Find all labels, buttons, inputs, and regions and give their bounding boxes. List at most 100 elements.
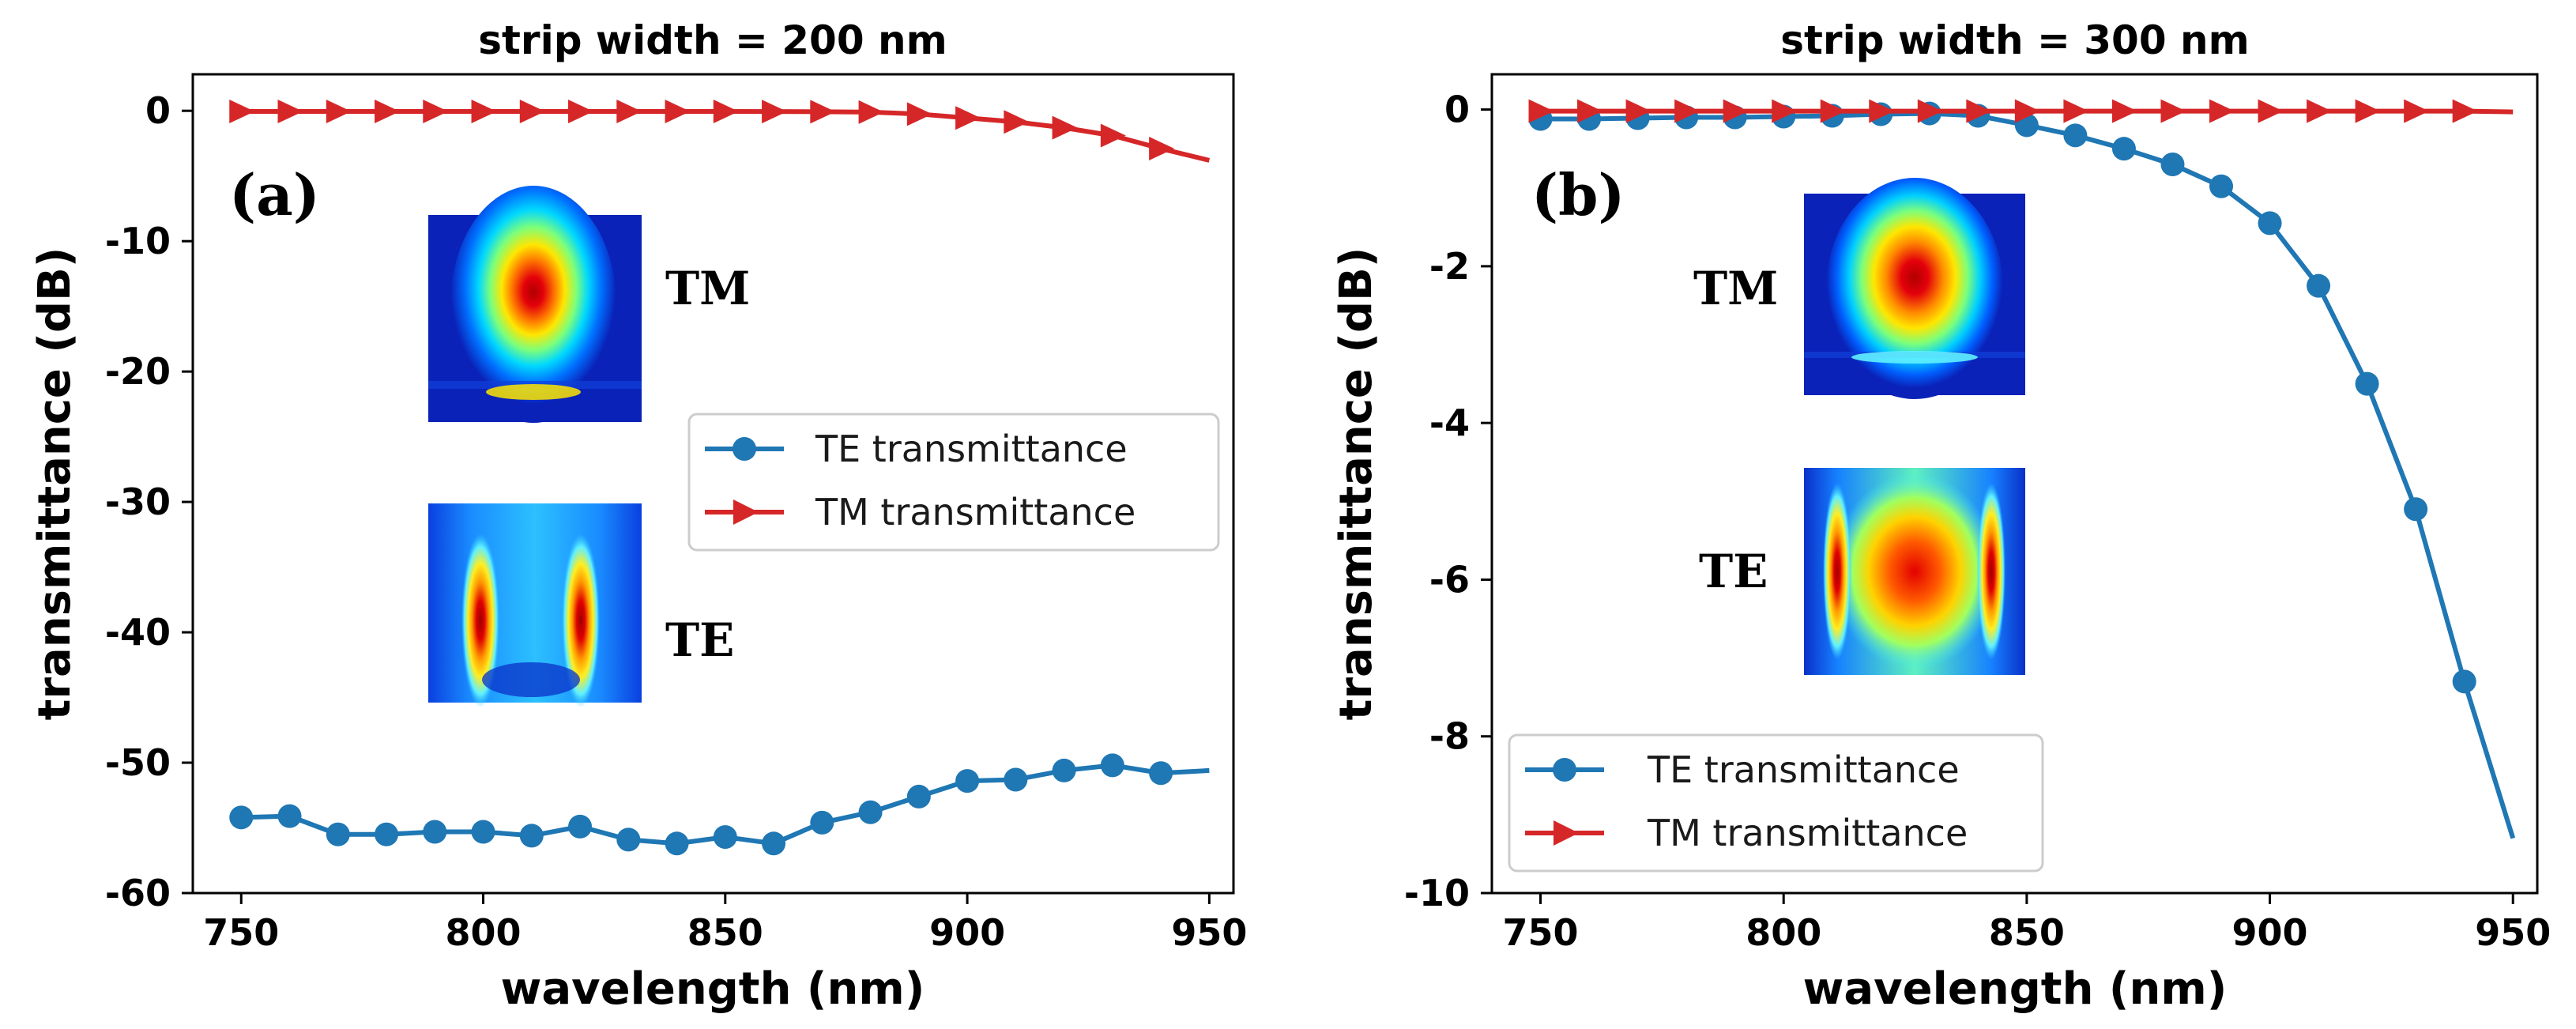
data-point-te: [277, 804, 302, 828]
data-point-tm: [1004, 110, 1030, 134]
data-point-te: [568, 814, 593, 839]
legend-b: TE transmittance TM transmittance: [1508, 733, 2044, 873]
panel-label-b: (b): [1531, 161, 1625, 228]
data-point-te: [1149, 761, 1173, 786]
x-axis-title-b: wavelength (nm): [1803, 963, 2228, 1015]
legend-label-tm-b: TM transmittance: [1647, 812, 1968, 854]
x-tick-label: 800: [446, 911, 522, 954]
data-point-tm: [1917, 99, 1943, 123]
chart-title-a: strip width = 200 nm: [478, 17, 947, 63]
data-point-tm: [1528, 99, 1554, 123]
data-point-tm: [2160, 99, 2186, 123]
y-tick-label: -8: [1429, 715, 1470, 758]
data-point-te: [423, 820, 447, 844]
inset-tm-b: [1804, 178, 2025, 399]
legend-label-tm-a: TM transmittance: [815, 491, 1135, 533]
inset-tm-label-a: TM: [665, 262, 750, 315]
data-point-te: [2111, 137, 2136, 161]
data-point-tm: [423, 100, 449, 124]
x-tick-label: 900: [929, 911, 1005, 954]
data-point-tm: [1674, 99, 1700, 123]
legend-entry-tm-a: TM transmittance: [705, 491, 1135, 533]
data-point-tm: [2258, 99, 2284, 123]
x-tick-label: 850: [1989, 911, 2065, 954]
data-point-te: [326, 822, 350, 846]
x-tick-label: 850: [687, 911, 763, 954]
data-point-tm: [1723, 99, 1749, 123]
y-tick-label: -60: [105, 872, 171, 914]
data-point-tm: [2452, 99, 2478, 123]
x-ticks-b: 750 800 850 900 950: [1503, 893, 2551, 954]
data-point-te: [2258, 211, 2282, 236]
data-point-te: [2209, 174, 2234, 198]
data-point-tm: [519, 100, 545, 124]
data-point-te: [2404, 497, 2428, 522]
y-ticks-a: 0 -10 -20 -30 -40 -50 -60: [105, 89, 193, 914]
legend-entry-te-b: TE transmittance: [1525, 748, 1960, 791]
y-tick-label: -50: [105, 741, 171, 784]
data-point-tm: [2063, 99, 2089, 123]
x-tick-label: 950: [1171, 911, 1247, 954]
y-axis-title-b: transmittance (dB): [1331, 247, 1382, 721]
data-point-te: [1004, 767, 1028, 792]
data-point-te: [2307, 273, 2331, 298]
y-tick-label: -40: [105, 611, 171, 654]
y-tick-label: -30: [105, 481, 171, 523]
data-point-tm: [229, 100, 255, 124]
data-point-tm: [2014, 99, 2040, 123]
x-tick-label: 750: [1503, 911, 1579, 954]
data-point-tm: [616, 100, 642, 124]
data-point-te: [1052, 758, 1076, 782]
y-tick-label: -2: [1429, 245, 1470, 288]
data-point-tm: [1625, 99, 1651, 123]
data-point-te: [2452, 669, 2476, 694]
data-point-tm: [1966, 99, 1992, 123]
y-tick-label: -4: [1429, 401, 1470, 444]
inset-te-label-b: TE: [1699, 545, 1768, 598]
y-tick-label: -10: [1404, 872, 1470, 914]
inset-tm-a: [428, 186, 642, 423]
data-point-tm: [2355, 99, 2381, 123]
data-point-te: [616, 827, 641, 852]
data-point-tm: [1577, 99, 1603, 123]
data-point-te: [519, 824, 544, 848]
legend-entry-tm-b: TM transmittance: [1525, 812, 1968, 854]
y-tick-label: -20: [105, 350, 171, 393]
y-ticks-b: 0 -2 -4 -6 -8 -10: [1404, 89, 1492, 914]
data-point-tm: [1052, 115, 1078, 140]
data-point-tm: [326, 100, 352, 124]
data-point-te: [665, 831, 689, 856]
y-tick-label: -10: [105, 220, 171, 262]
x-tick-label: 950: [2475, 911, 2551, 954]
inset-te-b: [1804, 468, 2025, 675]
x-ticks-a: 750 800 850 900 950: [203, 893, 1247, 954]
data-point-tm: [2307, 99, 2333, 123]
chart-title-b: strip width = 300 nm: [1780, 17, 2249, 63]
data-point-te: [2063, 123, 2088, 148]
x-tick-label: 800: [1746, 911, 1821, 954]
x-tick-label: 900: [2232, 911, 2308, 954]
data-point-tm: [2209, 99, 2235, 123]
data-point-tm: [665, 100, 691, 124]
panel-a: strip width = 200 nm 0 -10 -20 -30 -40 -50 -60…: [29, 17, 1247, 1015]
y-tick-label: -6: [1429, 558, 1470, 601]
data-point-te: [713, 825, 737, 850]
data-point-tm: [955, 106, 981, 130]
series-b: [1528, 99, 2516, 839]
data-point-te: [906, 784, 931, 808]
data-point-tm: [2111, 99, 2137, 123]
data-point-tm: [1149, 137, 1175, 161]
data-point-tm: [1820, 99, 1846, 123]
legend-a: TE transmittance TM transmittance: [687, 413, 1220, 552]
data-point-te: [2160, 153, 2185, 177]
data-point-tm: [277, 100, 303, 124]
data-point-tm: [858, 100, 884, 124]
y-tick-label: 0: [145, 89, 171, 132]
legend-entry-te-a: TE transmittance: [705, 428, 1128, 470]
data-point-te: [1100, 753, 1124, 778]
data-point-te: [2355, 371, 2379, 396]
x-axis-title-a: wavelength (nm): [501, 963, 925, 1015]
panel-b: strip width = 300 nm 0 -2 -4 -6 -8 -10 750 800…: [1331, 17, 2551, 1015]
data-point-te: [229, 805, 254, 830]
